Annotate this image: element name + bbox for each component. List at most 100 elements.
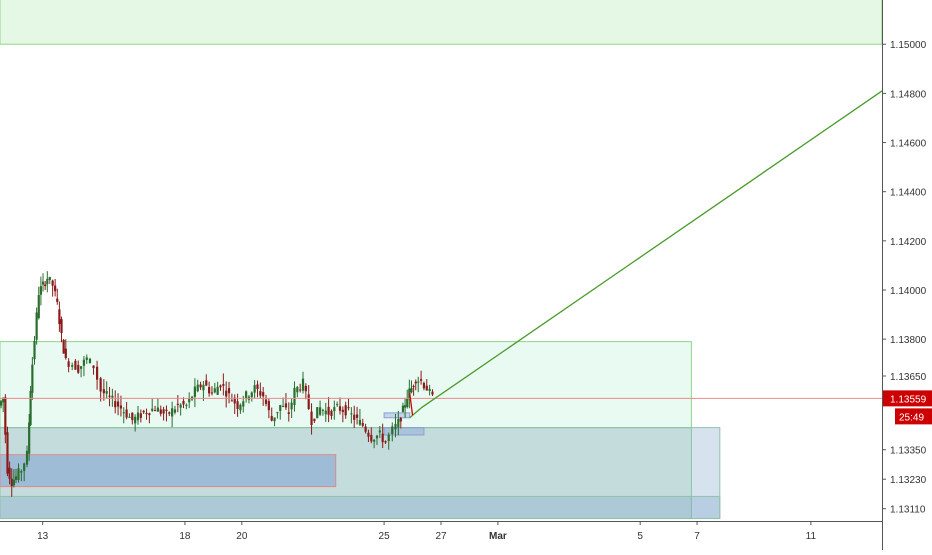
candle-body bbox=[29, 391, 32, 426]
candle-body bbox=[307, 394, 310, 409]
candle-body bbox=[401, 405, 405, 412]
price-tick-label: 1.13230 bbox=[890, 475, 927, 486]
candle-body bbox=[159, 409, 162, 414]
price-axis[interactable] bbox=[882, 0, 932, 550]
price-tick-label: 1.13650 bbox=[890, 372, 927, 383]
zone-rect-4[interactable] bbox=[0, 454, 337, 488]
candle-body bbox=[108, 395, 111, 397]
candle-body bbox=[230, 400, 233, 402]
candle-body bbox=[236, 401, 239, 410]
candle-body bbox=[213, 388, 216, 393]
candle-body bbox=[276, 412, 279, 414]
candle-body bbox=[37, 295, 40, 319]
candle-body bbox=[406, 398, 409, 408]
candle-body bbox=[422, 382, 426, 389]
time-tick-label: 13 bbox=[37, 531, 49, 542]
price-tick-label: 1.13800 bbox=[890, 335, 927, 346]
candle-body bbox=[364, 426, 367, 432]
candle-body bbox=[384, 441, 387, 443]
zone-rect-7[interactable] bbox=[383, 412, 411, 419]
zone-rect-5[interactable] bbox=[0, 495, 721, 520]
current-price-badge bbox=[883, 390, 932, 407]
candle-body bbox=[287, 412, 290, 414]
candle-body bbox=[344, 405, 347, 416]
candle-body bbox=[381, 433, 384, 443]
projection-line[interactable] bbox=[409, 407, 422, 419]
candle-body bbox=[375, 435, 379, 439]
candle-body bbox=[367, 432, 370, 437]
candle-body bbox=[41, 281, 45, 285]
time-tick-label: 7 bbox=[694, 531, 700, 542]
candle-body bbox=[414, 381, 417, 384]
candle-body bbox=[299, 389, 302, 391]
candle-body bbox=[35, 312, 38, 340]
zone-rect-0[interactable] bbox=[0, 0, 883, 45]
time-axis[interactable] bbox=[0, 521, 882, 550]
candle-body bbox=[54, 285, 57, 292]
candle-body bbox=[330, 410, 333, 417]
candle-body bbox=[273, 417, 276, 422]
short-move-line[interactable] bbox=[409, 393, 414, 416]
candle-body bbox=[262, 392, 265, 397]
candle-body bbox=[119, 405, 123, 409]
candle-body bbox=[33, 340, 36, 360]
candle-body bbox=[336, 404, 339, 406]
candle-body bbox=[17, 468, 20, 481]
candle-body bbox=[410, 387, 413, 393]
candle-body bbox=[122, 412, 125, 414]
candle-body bbox=[58, 309, 61, 325]
time-tick-label: 11 bbox=[806, 531, 817, 542]
candle-body bbox=[210, 392, 214, 394]
candle-body bbox=[293, 387, 296, 406]
candle-body bbox=[350, 413, 353, 415]
candle-body bbox=[4, 397, 7, 435]
candle-body bbox=[304, 385, 307, 392]
zone-rect-2[interactable] bbox=[0, 427, 692, 520]
candle-body bbox=[92, 365, 95, 369]
candle-body bbox=[425, 385, 428, 391]
candle-body bbox=[79, 366, 83, 369]
candle-body bbox=[60, 319, 63, 334]
candle-body bbox=[156, 407, 160, 412]
candle-body bbox=[131, 412, 134, 421]
candle-body bbox=[321, 409, 325, 411]
candle-body bbox=[284, 403, 288, 408]
candle-body bbox=[39, 286, 42, 295]
candle-body bbox=[225, 390, 228, 397]
candle-body bbox=[347, 407, 350, 409]
candle-body bbox=[270, 415, 273, 421]
candle-body bbox=[227, 388, 231, 394]
candle-body bbox=[313, 418, 316, 421]
candle-body bbox=[199, 384, 202, 388]
projection-line[interactable] bbox=[420, 90, 883, 409]
candle-body bbox=[6, 432, 9, 474]
zone-rect-6[interactable] bbox=[383, 427, 425, 436]
price-tick-label: 1.13350 bbox=[890, 446, 927, 457]
candle-body bbox=[219, 385, 222, 388]
candle-body bbox=[56, 298, 59, 302]
candle-body bbox=[62, 339, 65, 354]
candle-body bbox=[394, 423, 397, 430]
candle-body bbox=[399, 417, 402, 422]
countdown-badge bbox=[895, 408, 932, 425]
price-tick-label: 1.14000 bbox=[890, 286, 927, 297]
candle-body bbox=[242, 401, 245, 407]
candle-body bbox=[64, 348, 67, 359]
candle-body bbox=[264, 399, 268, 404]
candle-body bbox=[28, 422, 31, 454]
candle-body bbox=[10, 478, 13, 487]
candle-body bbox=[125, 409, 128, 418]
candle-body bbox=[267, 401, 270, 411]
zone-rect-3[interactable] bbox=[0, 427, 721, 520]
candle-body bbox=[301, 378, 305, 391]
candle-body bbox=[281, 405, 285, 407]
candle-body bbox=[67, 361, 70, 367]
candle-body bbox=[417, 381, 420, 383]
candle-body bbox=[136, 412, 140, 421]
candle-body bbox=[14, 476, 18, 481]
candle-body bbox=[111, 395, 114, 398]
time-tick-label: Mar bbox=[489, 531, 507, 542]
candle-body bbox=[179, 404, 182, 408]
